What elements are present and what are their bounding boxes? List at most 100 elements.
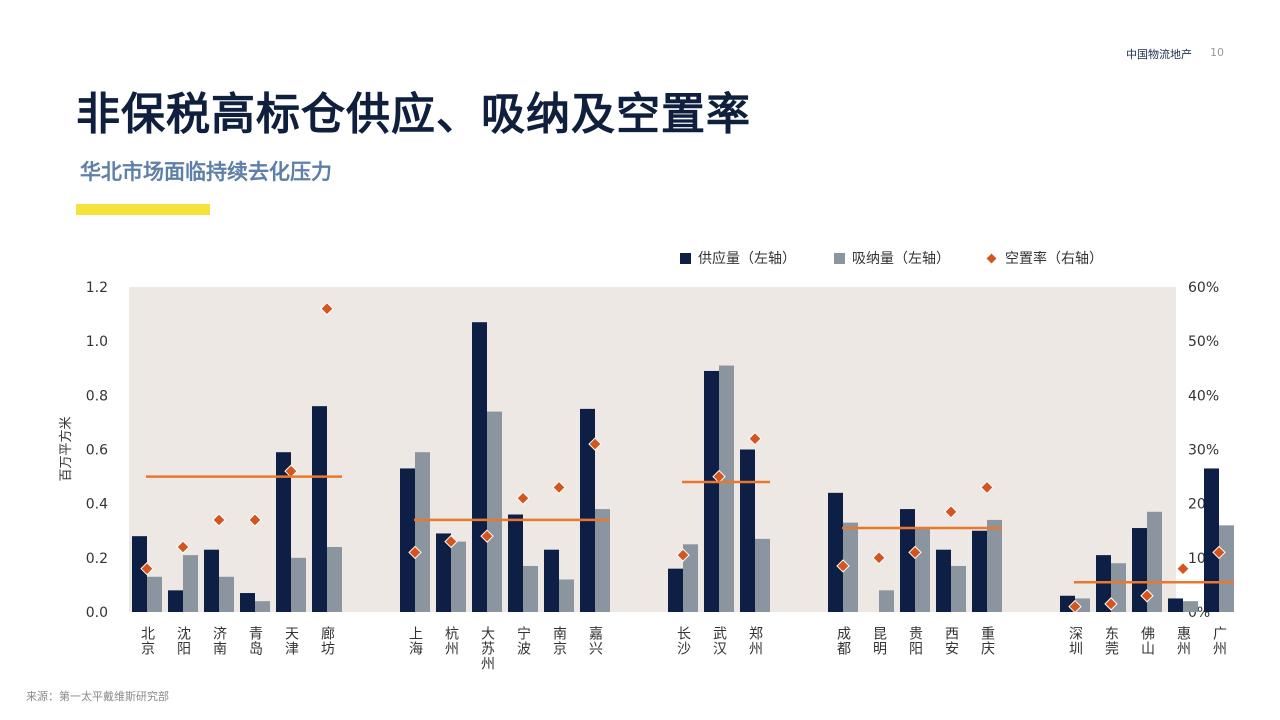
vacancy-point <box>320 301 334 316</box>
bar-absorption <box>291 557 306 612</box>
bar-supply <box>400 468 415 612</box>
legend-label-supply: 供应量（左轴） <box>698 251 796 267</box>
y2-tick-label: 60% <box>1188 280 1219 296</box>
bar-absorption <box>1111 563 1126 612</box>
vacancy-point <box>140 561 154 576</box>
y-tick-label: 0.0 <box>86 605 108 621</box>
bar-absorption <box>451 541 466 612</box>
bar-supply <box>276 452 291 612</box>
x-tick-label: 天津 <box>283 626 299 656</box>
bar-absorption <box>683 544 698 612</box>
bar-absorption <box>415 452 430 612</box>
x-tick-label: 北京 <box>139 626 155 656</box>
x-tick-label: 西安 <box>943 626 959 656</box>
bar-supply <box>204 549 219 612</box>
legend-label-vacancy: 空置率（右轴） <box>1005 251 1103 267</box>
bar-supply <box>580 408 595 612</box>
vacancy-point <box>1212 545 1226 560</box>
x-tick-label: 郑州 <box>747 626 763 656</box>
bar-absorption <box>915 528 930 612</box>
bar-supply <box>168 590 183 612</box>
y-tick-label: 0.2 <box>86 551 108 567</box>
bar-supply <box>472 322 487 612</box>
bar-absorption <box>523 565 538 612</box>
x-tick-label: 上海 <box>407 626 423 656</box>
bar-absorption <box>219 576 234 612</box>
bar-supply <box>508 514 523 612</box>
bar-absorption <box>147 576 162 612</box>
bar-absorption <box>755 538 770 612</box>
page-number: 10 <box>1210 46 1224 59</box>
legend-swatch-supply <box>680 252 691 264</box>
y-tick-label: 1.2 <box>86 280 108 296</box>
x-tick-label: 大苏州 <box>479 626 495 671</box>
bar-absorption <box>255 601 270 612</box>
y-axis-label: 百万平方米 <box>58 416 74 481</box>
bar-absorption <box>487 411 502 612</box>
bar-absorption <box>719 365 734 612</box>
y-tick-label: 0.6 <box>86 443 108 459</box>
vacancy-point <box>676 548 690 562</box>
bar-supply <box>740 449 755 612</box>
legend-item-absorption: 吸纳量（左轴） <box>834 248 950 268</box>
vacancy-point <box>944 505 958 519</box>
y-tick-label: 1.0 <box>86 334 108 350</box>
legend-item-supply: 供应量（左轴） <box>680 248 796 268</box>
vacancy-point <box>1140 589 1154 603</box>
x-tick-label: 济南 <box>211 626 227 656</box>
bar-supply <box>1096 555 1111 612</box>
chart-legend: 供应量（左轴） 吸纳量（左轴） 空置率（右轴） <box>680 248 1141 268</box>
vacancy-point <box>176 540 190 554</box>
bar-supply <box>436 533 451 612</box>
x-tick-label: 昆明 <box>871 626 887 656</box>
bar-supply <box>240 593 255 612</box>
y-tick-label: 0.8 <box>86 388 108 404</box>
bar-supply <box>704 370 719 612</box>
bar-absorption <box>595 509 610 612</box>
page-subtitle: 华北市场面临持续去化压力 <box>80 160 332 184</box>
legend-item-vacancy: 空置率（右轴） <box>986 248 1103 268</box>
bar-absorption <box>951 565 966 612</box>
vacancy-point <box>480 529 494 543</box>
x-tick-label: 嘉兴 <box>587 626 603 656</box>
vacancy-point <box>408 545 422 560</box>
vacancy-point <box>836 559 850 573</box>
bar-supply <box>132 536 147 612</box>
x-tick-label: 佛山 <box>1139 626 1155 656</box>
vacancy-point <box>1068 599 1082 614</box>
bar-supply <box>312 406 327 612</box>
vacancy-point <box>248 513 262 527</box>
vacancy-point <box>444 534 458 549</box>
source-note: 来源：第一太平戴维斯研究部 <box>26 690 169 703</box>
page-title: 非保税高标仓供应、吸纳及空置率 <box>76 89 751 140</box>
x-tick-label: 东莞 <box>1103 626 1119 656</box>
bar-supply <box>544 549 559 612</box>
bar-supply <box>1168 598 1183 612</box>
x-tick-label: 青岛 <box>247 626 263 656</box>
bar-supply <box>936 549 951 612</box>
bar-absorption <box>183 555 198 612</box>
bar-absorption <box>1219 525 1234 612</box>
x-tick-label: 成都 <box>835 626 851 656</box>
bar-supply <box>1132 528 1147 612</box>
bar-supply <box>668 568 683 612</box>
bar-absorption <box>559 579 574 612</box>
vacancy-point <box>1176 561 1190 576</box>
bar-supply <box>828 492 843 612</box>
y2-tick-label: 30% <box>1188 443 1219 459</box>
vacancy-point <box>516 491 530 505</box>
bar-absorption <box>1147 511 1162 612</box>
bar-supply <box>900 509 915 612</box>
accent-bar <box>76 204 210 215</box>
legend-swatch-absorption <box>834 252 845 264</box>
x-tick-label: 长沙 <box>675 626 691 656</box>
x-tick-label: 武汉 <box>711 626 727 656</box>
x-tick-label: 重庆 <box>979 626 995 656</box>
vacancy-point <box>980 480 994 495</box>
vacancy-point <box>1104 597 1118 611</box>
bar-supply <box>1204 468 1219 612</box>
y2-tick-label: 40% <box>1188 388 1219 404</box>
bar-absorption <box>327 547 342 612</box>
bar-supply <box>972 530 987 612</box>
